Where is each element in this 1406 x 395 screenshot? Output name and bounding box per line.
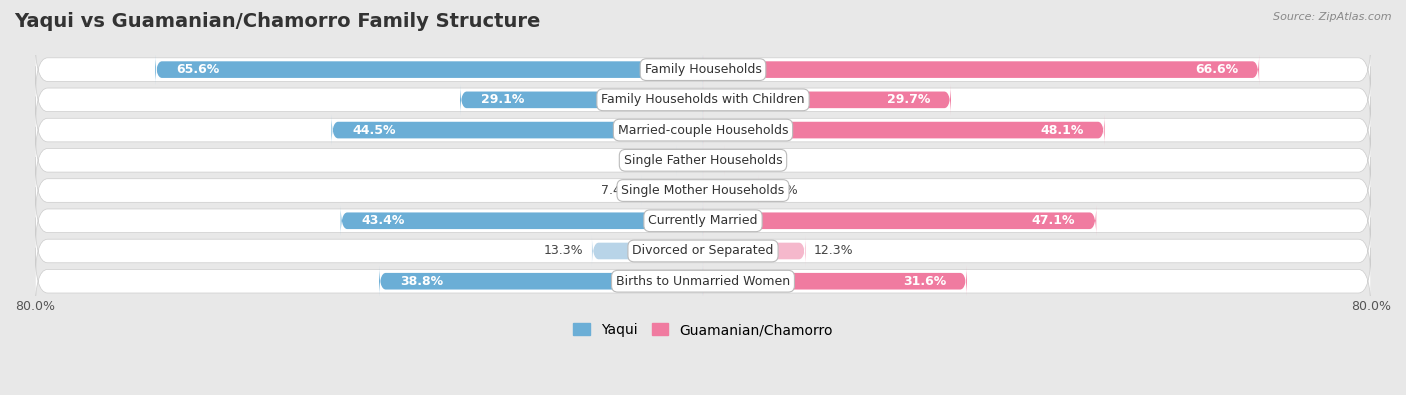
Text: Single Father Households: Single Father Households: [624, 154, 782, 167]
Text: 66.6%: 66.6%: [1195, 63, 1239, 76]
Text: Married-couple Households: Married-couple Households: [617, 124, 789, 137]
Text: Currently Married: Currently Married: [648, 214, 758, 227]
Text: 48.1%: 48.1%: [1040, 124, 1084, 137]
Text: Family Households with Children: Family Households with Children: [602, 93, 804, 106]
FancyBboxPatch shape: [332, 114, 703, 146]
Text: 38.8%: 38.8%: [399, 275, 443, 288]
FancyBboxPatch shape: [703, 205, 1097, 237]
FancyBboxPatch shape: [35, 36, 1371, 103]
Text: 31.6%: 31.6%: [903, 275, 946, 288]
FancyBboxPatch shape: [35, 157, 1371, 224]
FancyBboxPatch shape: [703, 265, 967, 297]
Text: 29.1%: 29.1%: [481, 93, 524, 106]
FancyBboxPatch shape: [380, 265, 703, 297]
Text: 65.6%: 65.6%: [176, 63, 219, 76]
FancyBboxPatch shape: [340, 205, 703, 237]
Text: 12.3%: 12.3%: [814, 245, 853, 258]
Text: Family Households: Family Households: [644, 63, 762, 76]
FancyBboxPatch shape: [703, 235, 806, 267]
Text: 43.4%: 43.4%: [361, 214, 405, 227]
Text: 6.6%: 6.6%: [766, 184, 799, 197]
Text: 47.1%: 47.1%: [1032, 214, 1076, 227]
FancyBboxPatch shape: [35, 248, 1371, 315]
FancyBboxPatch shape: [592, 235, 703, 267]
FancyBboxPatch shape: [35, 187, 1371, 254]
Text: Divorced or Separated: Divorced or Separated: [633, 245, 773, 258]
Text: Single Mother Households: Single Mother Households: [621, 184, 785, 197]
Text: 2.6%: 2.6%: [733, 154, 765, 167]
Text: 44.5%: 44.5%: [353, 124, 396, 137]
FancyBboxPatch shape: [460, 84, 703, 116]
Text: 13.3%: 13.3%: [544, 245, 583, 258]
Text: Births to Unmarried Women: Births to Unmarried Women: [616, 275, 790, 288]
FancyBboxPatch shape: [35, 127, 1371, 194]
FancyBboxPatch shape: [703, 114, 1105, 146]
FancyBboxPatch shape: [35, 217, 1371, 284]
FancyBboxPatch shape: [703, 175, 758, 207]
Legend: Yaqui, Guamanian/Chamorro: Yaqui, Guamanian/Chamorro: [568, 318, 838, 342]
FancyBboxPatch shape: [641, 175, 703, 207]
Text: Source: ZipAtlas.com: Source: ZipAtlas.com: [1274, 12, 1392, 22]
FancyBboxPatch shape: [35, 66, 1371, 134]
FancyBboxPatch shape: [703, 54, 1260, 85]
Text: 3.2%: 3.2%: [636, 154, 668, 167]
FancyBboxPatch shape: [703, 84, 950, 116]
FancyBboxPatch shape: [155, 54, 703, 85]
FancyBboxPatch shape: [35, 96, 1371, 164]
Text: 7.4%: 7.4%: [600, 184, 633, 197]
FancyBboxPatch shape: [703, 145, 724, 176]
Text: Yaqui vs Guamanian/Chamorro Family Structure: Yaqui vs Guamanian/Chamorro Family Struc…: [14, 12, 540, 31]
Text: 29.7%: 29.7%: [887, 93, 931, 106]
FancyBboxPatch shape: [676, 145, 703, 176]
